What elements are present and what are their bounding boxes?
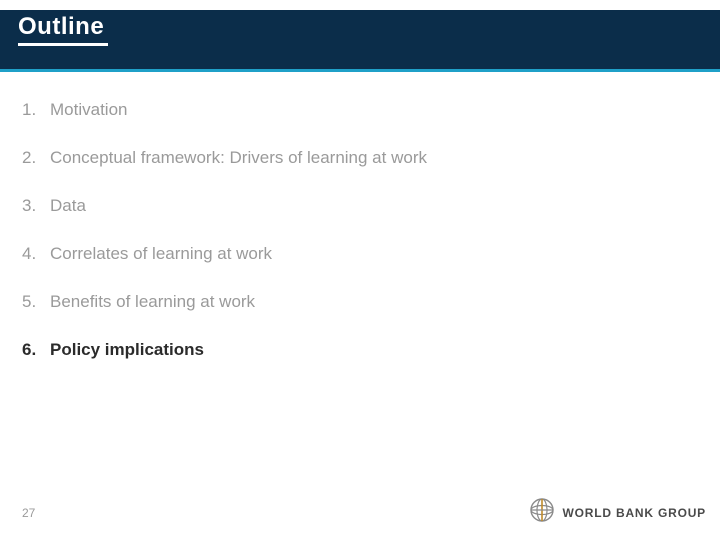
outline-item-text: Conceptual framework: Drivers of learnin… [50,148,427,168]
outline-item: 2.Conceptual framework: Drivers of learn… [22,148,682,168]
outline-item: 5.Benefits of learning at work [22,292,682,312]
outline-item-number: 4. [22,244,50,264]
slide-title: Outline [18,13,108,46]
outline-item-number: 5. [22,292,50,312]
outline-item-number: 2. [22,148,50,168]
outline-item-text: Motivation [50,100,127,120]
header-band: Outline [0,10,720,72]
outline-item-number: 6. [22,340,50,360]
globe-icon [529,497,555,528]
logo-text: WORLD BANK GROUP [563,506,706,520]
outline-item: 6.Policy implications [22,340,682,360]
outline-list: 1.Motivation 2.Conceptual framework: Driv… [22,100,682,388]
outline-item: 1.Motivation [22,100,682,120]
page-number: 27 [22,506,35,520]
footer-logo: WORLD BANK GROUP [529,497,706,528]
outline-item-number: 1. [22,100,50,120]
slide: Outline 1.Motivation 2.Conceptual framewo… [0,0,720,540]
outline-item: 4.Correlates of learning at work [22,244,682,264]
outline-item-text: Data [50,196,86,216]
outline-item-text: Benefits of learning at work [50,292,255,312]
accent-line [0,69,720,72]
outline-item-text: Correlates of learning at work [50,244,272,264]
outline-item-text: Policy implications [50,340,204,360]
outline-item-number: 3. [22,196,50,216]
outline-item: 3.Data [22,196,682,216]
